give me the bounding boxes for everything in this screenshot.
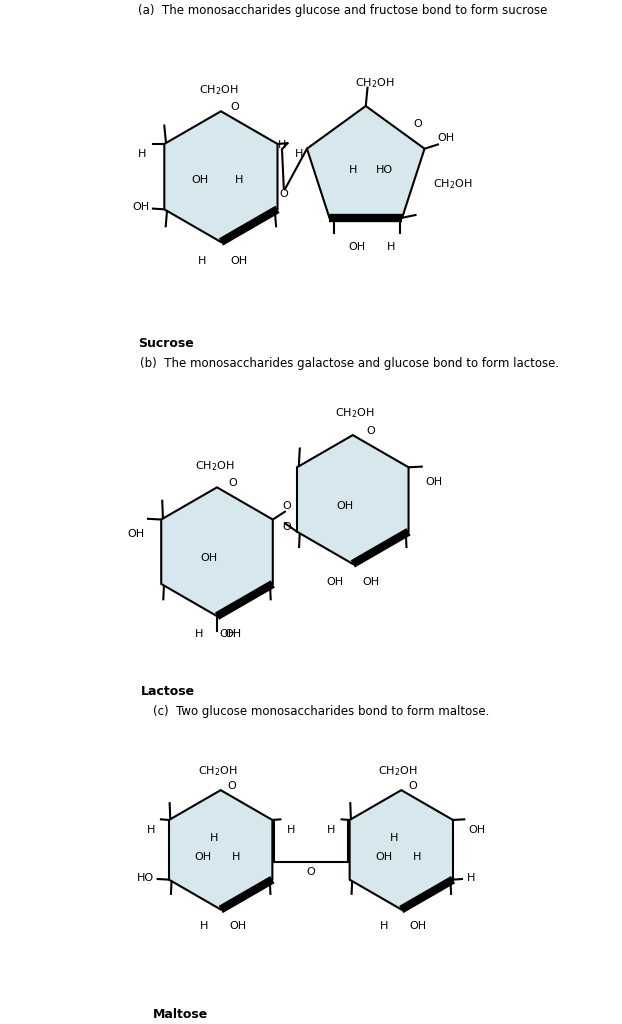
Text: H: H <box>138 148 146 159</box>
Polygon shape <box>164 112 277 242</box>
Polygon shape <box>307 106 425 218</box>
Text: OH: OH <box>224 629 241 639</box>
Text: OH: OH <box>128 529 144 540</box>
Text: OH: OH <box>229 922 246 931</box>
Text: O: O <box>282 522 291 532</box>
Text: OH: OH <box>132 202 149 212</box>
Polygon shape <box>297 435 409 564</box>
Polygon shape <box>169 791 272 909</box>
Text: OH: OH <box>375 852 392 862</box>
Text: OH: OH <box>337 501 354 511</box>
Text: CH$_2$OH: CH$_2$OH <box>198 764 237 777</box>
Text: CH$_2$OH: CH$_2$OH <box>355 76 394 90</box>
Text: H: H <box>294 148 303 159</box>
Text: O: O <box>282 502 291 511</box>
Text: O: O <box>228 781 236 791</box>
Text: H: H <box>210 833 218 843</box>
Text: OH: OH <box>219 629 236 639</box>
Text: OH: OH <box>409 922 427 931</box>
Text: OH: OH <box>195 852 211 862</box>
Text: OH: OH <box>348 243 366 252</box>
Text: CH$_2$OH: CH$_2$OH <box>434 177 473 190</box>
Text: OH: OH <box>437 133 455 142</box>
Text: H: H <box>467 873 475 884</box>
Text: Maltose: Maltose <box>153 1008 208 1021</box>
Text: H: H <box>387 243 396 252</box>
Text: H: H <box>381 922 389 931</box>
Text: O: O <box>230 101 239 112</box>
Text: O: O <box>228 478 237 487</box>
Text: H: H <box>287 825 295 836</box>
Text: H: H <box>349 165 358 174</box>
Text: OH: OH <box>363 577 379 587</box>
Text: (a)  The monosaccharides glucose and fructose bond to form sucrose: (a) The monosaccharides glucose and fruc… <box>138 3 547 16</box>
Text: Lactose: Lactose <box>141 685 195 698</box>
Text: CH$_2$OH: CH$_2$OH <box>335 407 374 421</box>
Text: HO: HO <box>137 873 154 884</box>
Text: H: H <box>198 256 207 266</box>
Text: CH$_2$OH: CH$_2$OH <box>195 459 235 473</box>
Text: H: H <box>232 852 240 862</box>
Text: (b)  The monosaccharides galactose and glucose bond to form lactose.: (b) The monosaccharides galactose and gl… <box>141 356 560 370</box>
Text: H: H <box>412 852 421 862</box>
Text: (c)  Two glucose monosaccharides bond to form maltose.: (c) Two glucose monosaccharides bond to … <box>153 705 490 718</box>
Polygon shape <box>161 487 273 616</box>
Text: H: H <box>278 140 286 150</box>
Text: O: O <box>307 866 315 877</box>
Text: OH: OH <box>425 477 442 487</box>
Text: OH: OH <box>468 825 485 836</box>
Text: H: H <box>200 922 208 931</box>
Text: O: O <box>279 188 288 199</box>
Text: HO: HO <box>376 165 392 174</box>
Text: H: H <box>327 825 335 836</box>
Text: OH: OH <box>192 175 209 185</box>
Polygon shape <box>350 791 453 909</box>
Text: OH: OH <box>326 577 343 587</box>
Text: H: H <box>147 825 155 836</box>
Text: O: O <box>366 426 375 435</box>
Text: O: O <box>413 119 422 129</box>
Text: H: H <box>195 629 203 639</box>
Text: OH: OH <box>231 256 248 266</box>
Text: CH$_2$OH: CH$_2$OH <box>378 764 418 777</box>
Text: CH$_2$OH: CH$_2$OH <box>200 83 239 97</box>
Text: OH: OH <box>201 553 218 563</box>
Text: H: H <box>235 175 243 185</box>
Text: Sucrose: Sucrose <box>138 337 193 350</box>
Text: H: H <box>390 833 399 843</box>
Text: O: O <box>408 781 417 791</box>
